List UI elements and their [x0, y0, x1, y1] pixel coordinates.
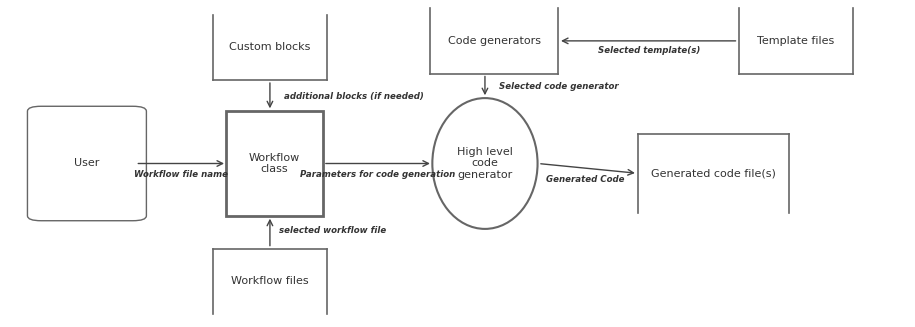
- Text: Custom blocks: Custom blocks: [230, 43, 310, 52]
- Text: High level
code
generator: High level code generator: [457, 147, 513, 180]
- FancyBboxPatch shape: [27, 106, 146, 221]
- Text: Parameters for code generation: Parameters for code generation: [300, 170, 456, 179]
- Text: additional blocks (if needed): additional blocks (if needed): [284, 92, 424, 101]
- Text: Workflow
class: Workflow class: [249, 153, 300, 174]
- Text: Selected code generator: Selected code generator: [499, 82, 619, 91]
- Text: Workflow files: Workflow files: [231, 276, 308, 286]
- FancyBboxPatch shape: [227, 111, 322, 216]
- Text: User: User: [74, 159, 100, 168]
- Ellipse shape: [433, 98, 538, 229]
- Text: Workflow file name: Workflow file name: [135, 170, 228, 179]
- Text: Generated code file(s): Generated code file(s): [651, 168, 776, 178]
- Text: Code generators: Code generators: [447, 36, 541, 46]
- Text: Generated Code: Generated Code: [546, 175, 625, 184]
- Text: selected workflow file: selected workflow file: [279, 226, 386, 235]
- Text: Template files: Template files: [758, 36, 834, 46]
- Text: Selected template(s): Selected template(s): [598, 46, 701, 56]
